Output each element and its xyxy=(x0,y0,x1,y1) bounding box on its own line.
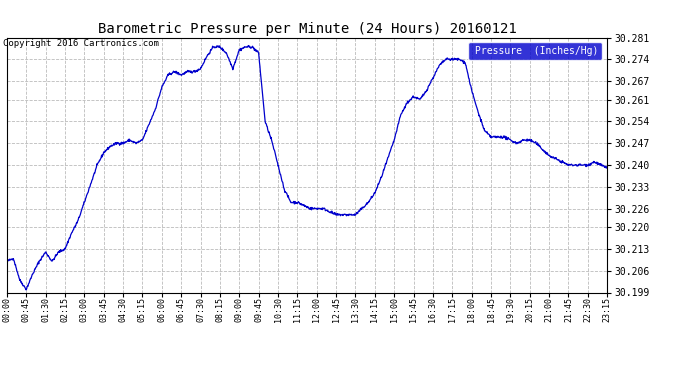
Legend: Pressure  (Inches/Hg): Pressure (Inches/Hg) xyxy=(469,42,602,60)
Text: Copyright 2016 Cartronics.com: Copyright 2016 Cartronics.com xyxy=(3,39,159,48)
Title: Barometric Pressure per Minute (24 Hours) 20160121: Barometric Pressure per Minute (24 Hours… xyxy=(98,22,516,36)
